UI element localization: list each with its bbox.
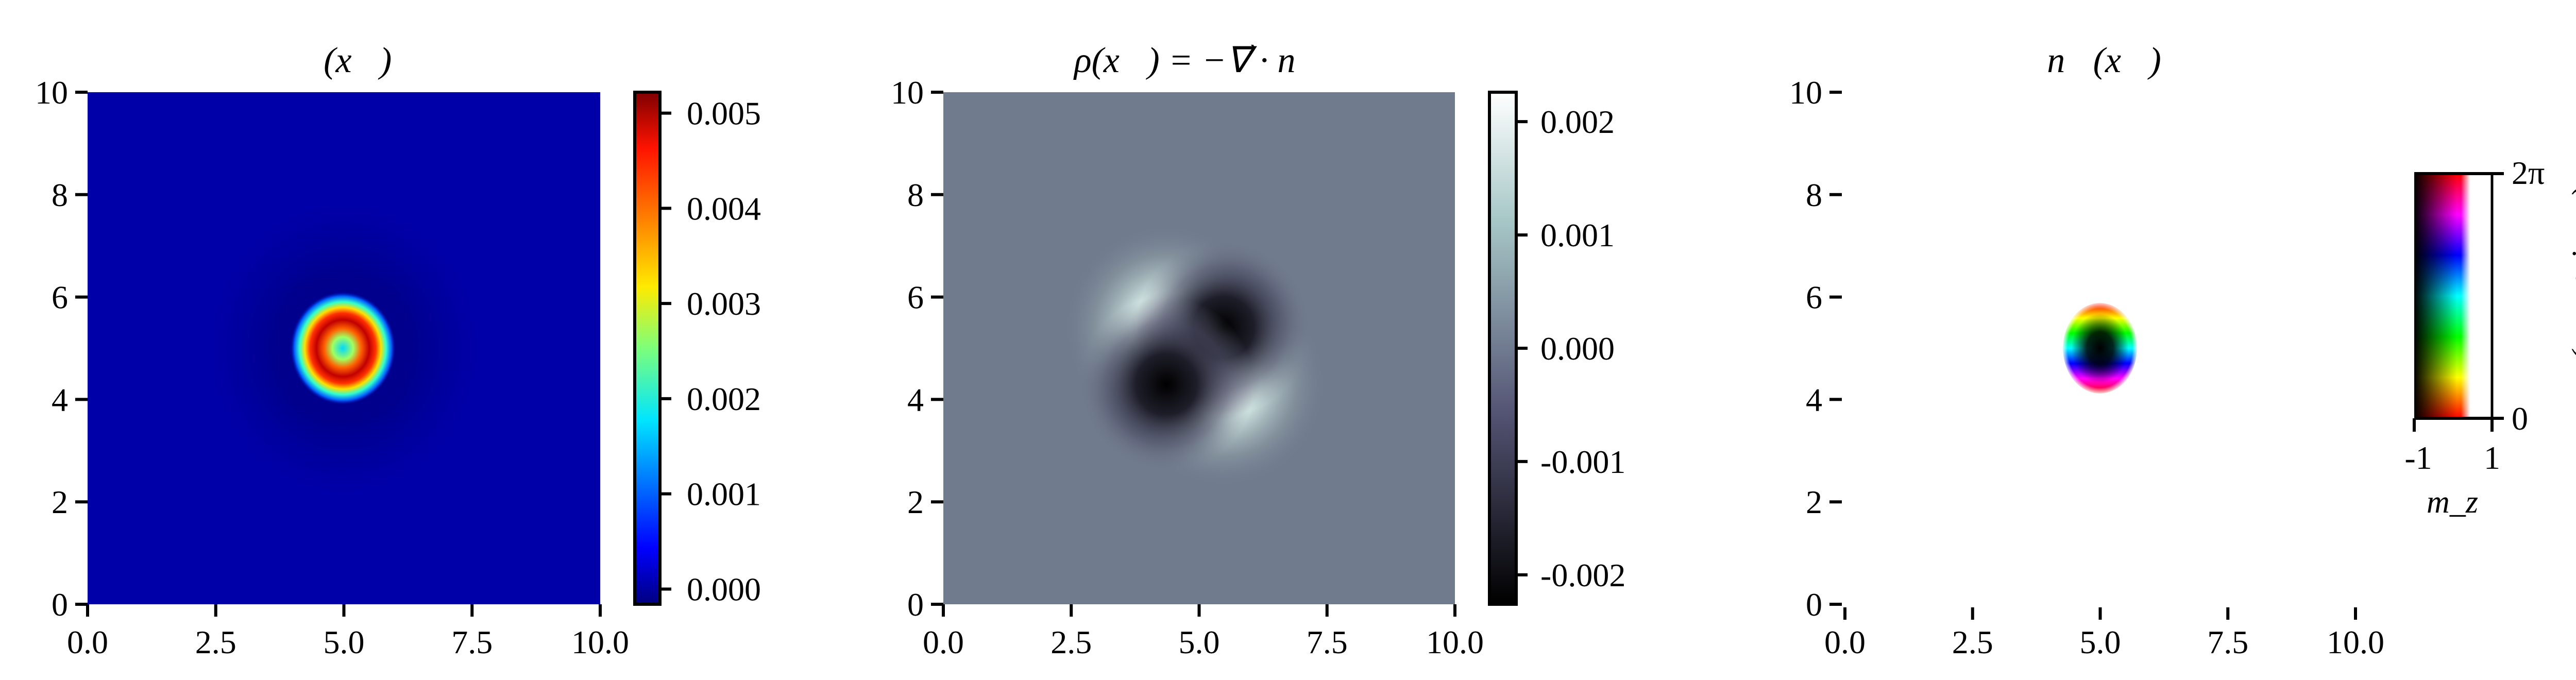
y-tick-label: 2 [907,484,924,520]
colorbar-tick-label: 0.002 [1540,104,1615,140]
charge-axes: 0.0 2.5 5.0 7.5 10.0 0 2 4 6 8 10 -0.002 -0.001 0.000… [891,74,1625,660]
x-tick-label: 7.5 [2207,624,2248,660]
colorbar-tick-label: 0.004 [687,190,761,227]
phase-label: arg(m_x + im_y) [2566,187,2576,404]
y-tick-label: 0 [1806,586,1822,623]
x-tick-label: 5.0 [2080,624,2121,660]
y-tick-label: 4 [1806,381,1822,418]
charge-title: ρ(x⃗) = −∇⃗ · n⃗ [1073,41,1324,80]
x-tick-label: 5.0 [1179,624,1220,660]
mz-tick-1: 1 [2484,439,2500,476]
y-tick-label: 2 [1806,484,1822,520]
x-tick-label: 5.0 [324,624,365,660]
colorbar-tick-label: 0.001 [687,476,761,513]
energy-heatmap [88,92,600,604]
phase-tick-2pi: 2π [2512,155,2545,191]
x-tick-label: 0.0 [923,624,964,660]
x-tick-label: 7.5 [451,624,493,660]
x-tick-label: 0.0 [1824,624,1866,660]
mz-label: m_z [2427,485,2478,520]
x-tick-label: 2.5 [1952,624,1993,660]
y-tick-label: 0 [907,586,924,623]
magnetization-panel: 2π 0 -1 1 m_z arg(m_x + im_y) 0.0 2.5 5.0 7… [1789,41,2576,660]
energy-title: ℰ(x⃗) [296,41,392,80]
y-tick-label: 6 [1806,279,1822,316]
magnetization-title: n⃗(x⃗) [2047,41,2161,80]
skyrmion-blob [2062,302,2138,395]
phase-label-group: arg(m_x + im_y) [2566,187,2576,404]
phase-tick-0: 0 [2512,400,2528,437]
y-tick-label: 4 [907,381,924,418]
negative-lobe [1079,297,1254,472]
y-tick-label: 6 [907,279,924,316]
x-tick-label: 10.0 [1426,624,1484,660]
mz-tick-minus1: -1 [2404,439,2432,476]
phase-colorbar [2413,172,2504,432]
colorbar-tick-label: -0.001 [1540,444,1625,480]
y-tick-label: 8 [907,177,924,213]
y-tick-label: 0 [52,586,68,623]
x-tick-label: 7.5 [1307,624,1348,660]
charge-panel: 0.0 2.5 5.0 7.5 10.0 0 2 4 6 8 10 -0.002 -0.001 0.000… [891,41,1625,660]
colorbar-tick-label: -0.002 [1540,557,1625,593]
magnetization-axes: 0.0 2.5 5.0 7.5 10.0 0 2 4 6 8 10 [1789,74,2384,660]
x-tick-label: 0.0 [67,624,108,660]
energy-colorbar [633,91,662,606]
colorbar-tick-label: 0.002 [687,381,761,417]
energy-axes: 0.0 2.5 5.0 7.5 10.0 0 2 4 6 8 10 0.000 0.001 0.002 0.… [35,74,761,660]
y-tick-label: 2 [52,484,68,520]
energy-ring [290,292,396,405]
y-tick-label: 10 [891,74,924,111]
energy-panel: 0.0 2.5 5.0 7.5 10.0 0 2 4 6 8 10 0.000 0.001 0.002 0.… [35,41,761,660]
x-tick-label: 2.5 [1050,624,1092,660]
skyrmion-core [2062,302,2138,395]
colorbar-tick-label: 0.003 [687,285,761,322]
x-tick-label: 10.0 [571,624,629,660]
x-tick-label: 10.0 [2327,624,2384,660]
charge-colorbar [1488,91,1518,606]
y-tick-label: 8 [1806,177,1822,213]
y-tick-label: 8 [52,177,68,213]
colorbar-tick-label: 0.000 [1540,330,1615,367]
y-tick-label: 4 [52,381,68,418]
x-tick-label: 2.5 [195,624,236,660]
charge-heatmap [943,92,1455,604]
y-tick-label: 10 [1789,74,1822,111]
y-tick-label: 6 [52,279,68,316]
y-tick-label: 10 [35,74,68,111]
colorbar-tick-label: 0.000 [687,571,761,607]
colorbar-tick-label: 0.005 [687,95,761,132]
colorbar-tick-label: 0.001 [1540,217,1615,253]
